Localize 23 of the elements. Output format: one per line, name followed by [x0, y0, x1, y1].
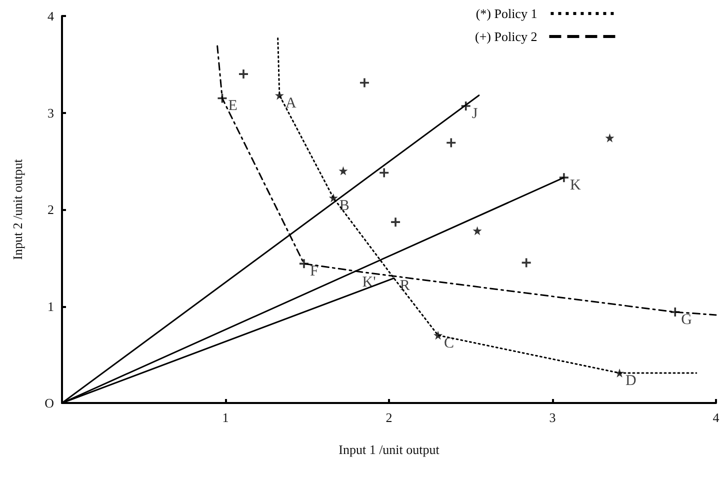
y-tick-label: O: [44, 396, 54, 410]
annotation: J: [472, 106, 478, 122]
x-axis-title: Input 1 /unit output: [338, 442, 440, 457]
annotation: R: [400, 278, 410, 294]
legend-label: (*) Policy 1: [476, 6, 538, 21]
annotation: A: [285, 95, 296, 112]
x-tick-label: 3: [549, 410, 556, 425]
x-tick-label: 4: [712, 410, 720, 425]
annotation: E: [228, 98, 238, 114]
y-tick-label: 4: [48, 8, 54, 24]
annotation: G: [681, 312, 692, 328]
annotation: B: [339, 198, 350, 214]
legend-label: (+) Policy 2: [474, 29, 538, 44]
y-axis-title: Input 2 /unit output: [10, 158, 25, 260]
y-tick-label: 1: [48, 298, 54, 314]
annotation: K: [570, 178, 581, 194]
annotation: K': [362, 274, 376, 290]
y-tick-label: 3: [48, 105, 54, 120]
annotation: D: [626, 373, 637, 390]
y-tick-label: 2: [48, 202, 54, 217]
x-tick-label: 2: [386, 410, 392, 425]
annotation: F: [310, 264, 318, 280]
x-tick-label: 1: [222, 410, 229, 425]
